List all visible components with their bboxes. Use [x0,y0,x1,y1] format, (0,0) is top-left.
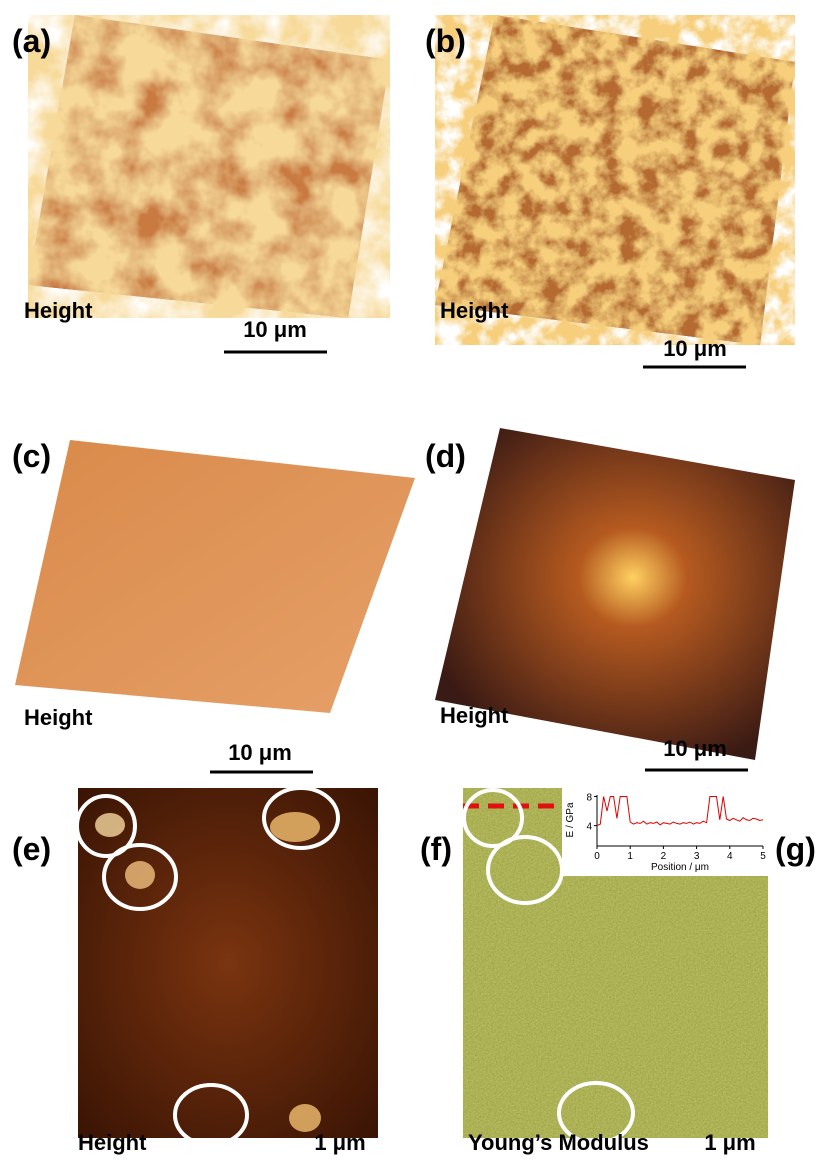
x-tick-label: 2 [661,851,667,862]
scale-label: 1 μm [314,1130,365,1155]
panel-caption: Height [78,1130,147,1155]
x-tick-label: 5 [760,851,766,862]
panel-label: (a) [12,23,51,59]
panel-f-image [463,781,773,1143]
y-tick-label: 8 [586,792,592,803]
panel-caption: Height [440,703,509,728]
panel-e-image [77,788,378,1145]
panel-caption: Young’s Modulus [468,1130,649,1155]
panel-a-image [28,15,390,318]
panel-caption: Height [24,705,93,730]
panel-b-image [435,15,795,345]
scale-label: 10 μm [228,740,292,765]
x-tick-label: 4 [727,851,733,862]
x-tick-label: 3 [694,851,700,862]
scale-label: 10 μm [663,736,727,761]
y-axis-label: E / GPa [565,802,576,837]
panel-label: (b) [425,23,466,59]
figure: Position / μm E / GPa 0 1 2 3 4 5 4 8 (a) Height… [0,0,818,1160]
panel-label: (e) [12,831,51,867]
panel-label: (f) [420,831,452,867]
scale-label: 1 μm [704,1130,755,1155]
panel-label: (g) [775,831,816,867]
x-tick-label: 0 [594,851,600,862]
x-axis-label: Position / μm [651,862,709,873]
x-tick-label: 1 [627,851,633,862]
panel-label: (d) [425,438,466,474]
panel-caption: Height [24,298,93,323]
scale-label: 10 μm [663,336,727,361]
y-tick-label: 4 [586,822,592,833]
panel-caption: Height [440,298,509,323]
panel-label: (c) [12,438,51,474]
scale-label: 10 μm [243,317,307,342]
panel-c-image [15,440,415,713]
